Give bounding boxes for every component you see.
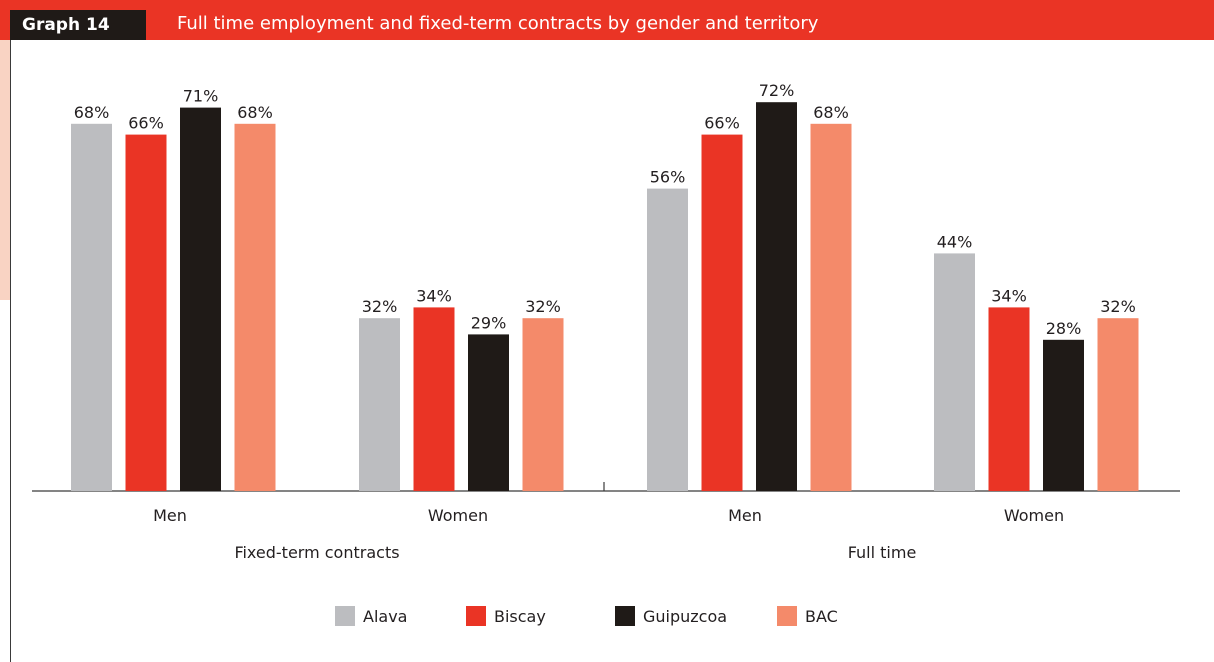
data-label: 72%: [759, 81, 795, 100]
data-label: 44%: [937, 232, 973, 251]
data-label: 32%: [525, 297, 561, 316]
data-label: 68%: [813, 103, 849, 122]
legend-label: Biscay: [494, 607, 546, 626]
bar-guipuzcoa: [180, 107, 221, 491]
legend-label: BAC: [805, 607, 838, 626]
bar-alava: [359, 318, 400, 491]
data-label: 66%: [128, 114, 164, 133]
x-tick-label: Men: [153, 506, 187, 525]
x-tick-label: Men: [728, 506, 762, 525]
legend-swatch-biscay: [466, 606, 486, 626]
chart-frame: [10, 40, 1214, 662]
bar-biscay: [701, 134, 743, 491]
data-label: 29%: [471, 313, 507, 332]
x-tick-label: Women: [428, 506, 488, 525]
bar-biscay: [413, 307, 455, 491]
data-label: 32%: [362, 297, 398, 316]
chart-header: Graph 14 Full time employment and fixed-…: [0, 0, 1214, 40]
data-label: 56%: [650, 168, 686, 187]
legend-swatch-guipuzcoa: [615, 606, 635, 626]
bar-biscay: [988, 307, 1030, 491]
data-label: 68%: [74, 103, 110, 122]
bar-alava: [934, 253, 975, 491]
data-label: 28%: [1046, 319, 1082, 338]
bar-biscay: [125, 134, 167, 491]
chart-title: Full time employment and fixed-term cont…: [177, 13, 819, 34]
x-tick-label: Women: [1004, 506, 1064, 525]
bar-bac: [1097, 318, 1139, 491]
group-label: Full time: [848, 543, 917, 562]
data-label: 34%: [416, 286, 452, 305]
bar-bac: [810, 123, 852, 492]
bar-bac: [234, 123, 276, 492]
data-label: 71%: [183, 87, 219, 106]
legend-label: Guipuzcoa: [643, 607, 727, 626]
group-label: Fixed-term contracts: [234, 543, 399, 562]
legend-swatch-bac: [777, 606, 797, 626]
bar-alava: [71, 123, 112, 492]
bar-alava: [647, 188, 688, 491]
data-label: 32%: [1100, 297, 1136, 316]
legend-swatch-alava: [335, 606, 355, 626]
bar-guipuzcoa: [1043, 339, 1084, 491]
bar-bac: [522, 318, 564, 491]
bar-guipuzcoa: [468, 334, 509, 491]
data-label: 66%: [704, 114, 740, 133]
bar-guipuzcoa: [756, 102, 797, 491]
graph-number-label: Graph 14: [10, 10, 146, 40]
data-label: 68%: [237, 103, 273, 122]
data-label: 34%: [991, 286, 1027, 305]
legend-label: Alava: [363, 607, 407, 626]
page-edge-tab: [0, 0, 10, 300]
